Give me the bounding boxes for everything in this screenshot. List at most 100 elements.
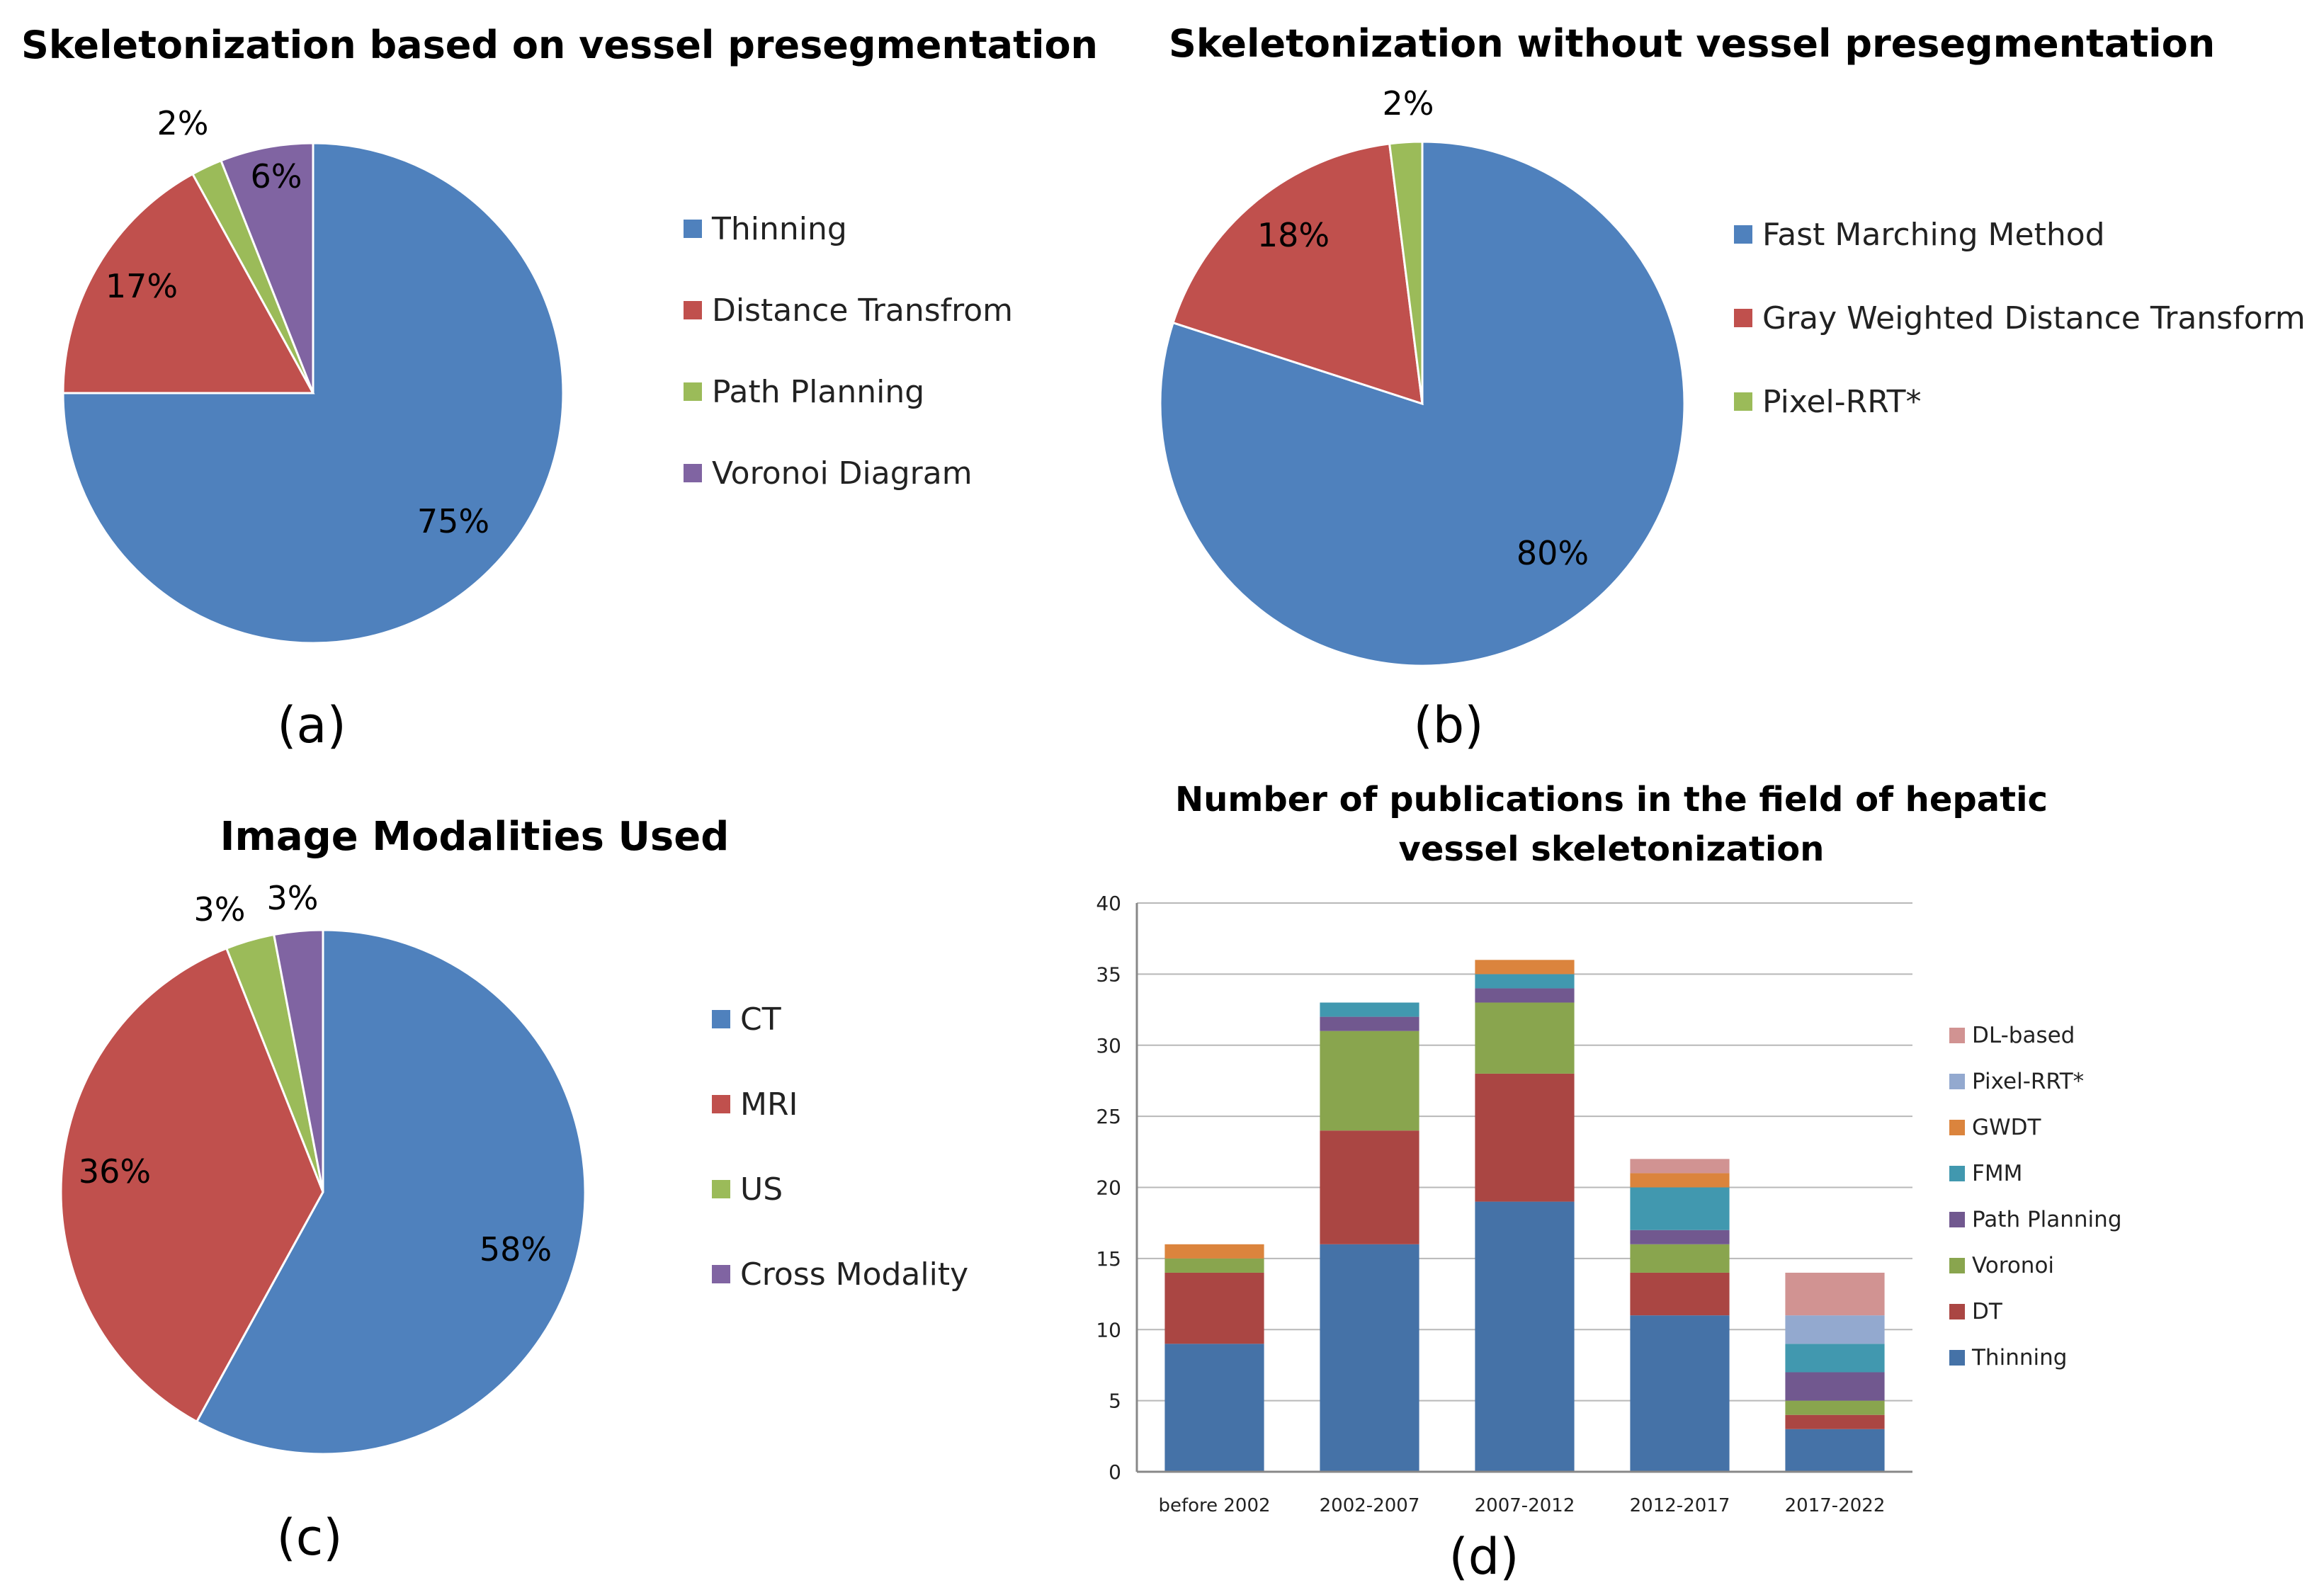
bar-before-2002-gwdt (1164, 1244, 1264, 1259)
legend-a-entry-thinning: Thinning (711, 211, 847, 247)
pie-c-slice-ct (195, 929, 586, 1455)
legend-a-entry-distance-transfrom: Distance Transfrom (712, 293, 1013, 329)
bar-2017-2022-dl-based (1785, 1272, 1885, 1316)
panel-a-legend: Thinning Distance Transfrom Path Planning V… (684, 211, 1013, 492)
pie-c-slice-mri (59, 947, 324, 1424)
panel-d-y-tick-labels: 0 5 10 15 20 25 30 35 40 (1096, 892, 1121, 1484)
panel-d-title-line-2: vessel skeletonization (1399, 829, 1825, 869)
legend-c-swatch-us (712, 1180, 730, 1198)
legend-a-swatch-voronoi-diagram (684, 464, 702, 482)
legend-a-swatch-path-planning (684, 382, 702, 401)
panel-c-title: Image Modalities Used (220, 814, 730, 860)
y-tick-35: 35 (1096, 963, 1121, 986)
bar-2007-2012-fmm (1475, 974, 1575, 989)
legend-a-swatch-distance-transfrom (684, 301, 702, 319)
legend-c-entry-cross-modality: Cross Modality (740, 1256, 968, 1293)
panel-d-bar-chart: Number of publications in the field of h… (1096, 780, 2121, 1586)
panel-b-pie-chart: Skeletonization without vessel presegmen… (1159, 21, 2306, 754)
pie-a-label-thinning: 75% (417, 502, 489, 540)
legend-d-entry-thinning: Thinning (1971, 1345, 2067, 1370)
bar-2017-2022-voronoi (1785, 1400, 1885, 1415)
y-tick-20: 20 (1096, 1176, 1121, 1200)
bar-2012-2017-thinning (1630, 1315, 1730, 1472)
legend-d-entry-dt: DT (1972, 1299, 2003, 1324)
panel-a-pie-chart: Skeletonization based on vessel presegme… (21, 23, 1098, 754)
bar-2007-2012-thinning (1475, 1201, 1575, 1472)
pie-a-slice-thinning (62, 142, 565, 645)
legend-a-entry-voronoi-diagram: Voronoi Diagram (712, 455, 973, 492)
legend-d-swatch-path-planning (1949, 1212, 1965, 1227)
panel-c-label: (c) (276, 1509, 342, 1567)
legend-a-entry-path-planning: Path Planning (712, 374, 924, 410)
legend-d-swatch-voronoi (1949, 1258, 1965, 1273)
pie-a-label-distance-transfrom: 17% (106, 267, 178, 305)
bar-2017-2022-pixel-rrt (1785, 1315, 1885, 1344)
legend-b-entry-pixel-rrt: Pixel-RRT* (1762, 384, 1921, 420)
legend-b-swatch-pixel-rrt (1734, 392, 1752, 411)
bar-2012-2017-dl-based (1630, 1159, 1730, 1174)
bar-2007-2012-path-planning (1475, 988, 1575, 1003)
y-tick-15: 15 (1096, 1247, 1121, 1271)
bar-2007-2012-dt (1475, 1073, 1575, 1202)
y-tick-0: 0 (1109, 1460, 1121, 1484)
panel-b-title: Skeletonization without vessel presegmen… (1169, 21, 2215, 66)
legend-d-entry-gwdt: GWDT (1972, 1115, 2042, 1140)
legend-d-swatch-gwdt (1949, 1120, 1965, 1135)
bar-2002-2007-fmm (1320, 1002, 1419, 1017)
y-tick-40: 40 (1096, 892, 1121, 915)
legend-d-entry-path-planning: Path Planning (1972, 1207, 2122, 1232)
panel-b-slice-labels: 80% 18% 2% (1257, 84, 1589, 572)
bar-2002-2007-dt (1320, 1130, 1419, 1244)
bar-2017-2022-path-planning (1785, 1372, 1885, 1401)
bar-2007-2012-voronoi (1475, 1002, 1575, 1074)
bar-2012-2017-gwdt (1630, 1173, 1730, 1188)
legend-c-entry-us: US (740, 1171, 783, 1208)
legend-d-entry-dl-based: DL-based (1972, 1023, 2075, 1048)
panel-c-legend: CT MRI US Cross Modality (712, 1001, 968, 1293)
pie-b-slice-pixel-rrt (1388, 140, 1424, 404)
legend-d-swatch-dl-based (1949, 1028, 1965, 1043)
legend-d-swatch-pixel-rrt (1949, 1074, 1965, 1089)
panel-c-slices (59, 929, 586, 1455)
pie-a-slice-distance-transfrom (62, 172, 315, 395)
pie-c-label-ct: 58% (480, 1230, 552, 1268)
legend-d-entry-fmm: FMM (1972, 1161, 2022, 1186)
panel-d-x-tick-labels: before 2002 2002-2007 2007-2012 2012-2017 20… (1158, 1495, 1885, 1516)
pie-b-slice-gray-weighted-distance-transform (1172, 142, 1424, 406)
panel-c-pie-chart: Image Modalities Used 58% 36% 3% 3% CT MRI US… (59, 814, 968, 1567)
pie-c-slice-cross-modality (272, 929, 324, 1193)
legend-c-swatch-ct (712, 1010, 730, 1028)
panel-d-title-line-1: Number of publications in the field of h… (1175, 780, 2048, 819)
bar-2007-2012-gwdt (1475, 960, 1575, 975)
y-tick-30: 30 (1096, 1034, 1121, 1057)
legend-a-swatch-thinning (684, 220, 702, 238)
panel-d-bars (1164, 960, 1885, 1472)
bar-2017-2022-fmm (1785, 1344, 1885, 1373)
legend-c-entry-ct: CT (740, 1001, 781, 1038)
panel-b-legend: Fast Marching Method Gray Weighted Distan… (1734, 217, 2306, 420)
panel-a-slices (62, 142, 565, 645)
panel-c-slice-labels: 58% 36% 3% 3% (79, 879, 552, 1268)
bar-before-2002-thinning (1164, 1344, 1264, 1472)
legend-d-swatch-fmm (1949, 1166, 1965, 1181)
pie-b-label-pixel-rrt: 2% (1383, 84, 1434, 123)
bar-2012-2017-dt (1630, 1272, 1730, 1316)
y-tick-25: 25 (1096, 1105, 1121, 1128)
x-tick-2012-2017: 2012-2017 (1630, 1495, 1730, 1516)
y-tick-5: 5 (1109, 1390, 1121, 1413)
bar-before-2002-dt (1164, 1272, 1264, 1344)
x-tick-2007-2012: 2007-2012 (1475, 1495, 1575, 1516)
bar-2017-2022-thinning (1785, 1429, 1885, 1472)
panel-b-slices (1159, 140, 1686, 667)
legend-b-entry-fast-marching-method: Fast Marching Method (1762, 217, 2105, 253)
pie-a-slice-voronoi-diagram (220, 142, 314, 394)
bar-before-2002-voronoi (1164, 1258, 1264, 1273)
legend-c-entry-mri: MRI (740, 1086, 798, 1123)
legend-d-swatch-dt (1949, 1304, 1965, 1319)
pie-b-label-fast-marching-method: 80% (1517, 534, 1589, 572)
panel-a-title: Skeletonization based on vessel presegme… (21, 23, 1098, 67)
panel-a-slice-labels: 75% 17% 2% 6% (106, 104, 489, 540)
panel-d-label: (d) (1449, 1528, 1519, 1586)
bar-2012-2017-fmm (1630, 1187, 1730, 1230)
bar-2017-2022-dt (1785, 1414, 1885, 1429)
